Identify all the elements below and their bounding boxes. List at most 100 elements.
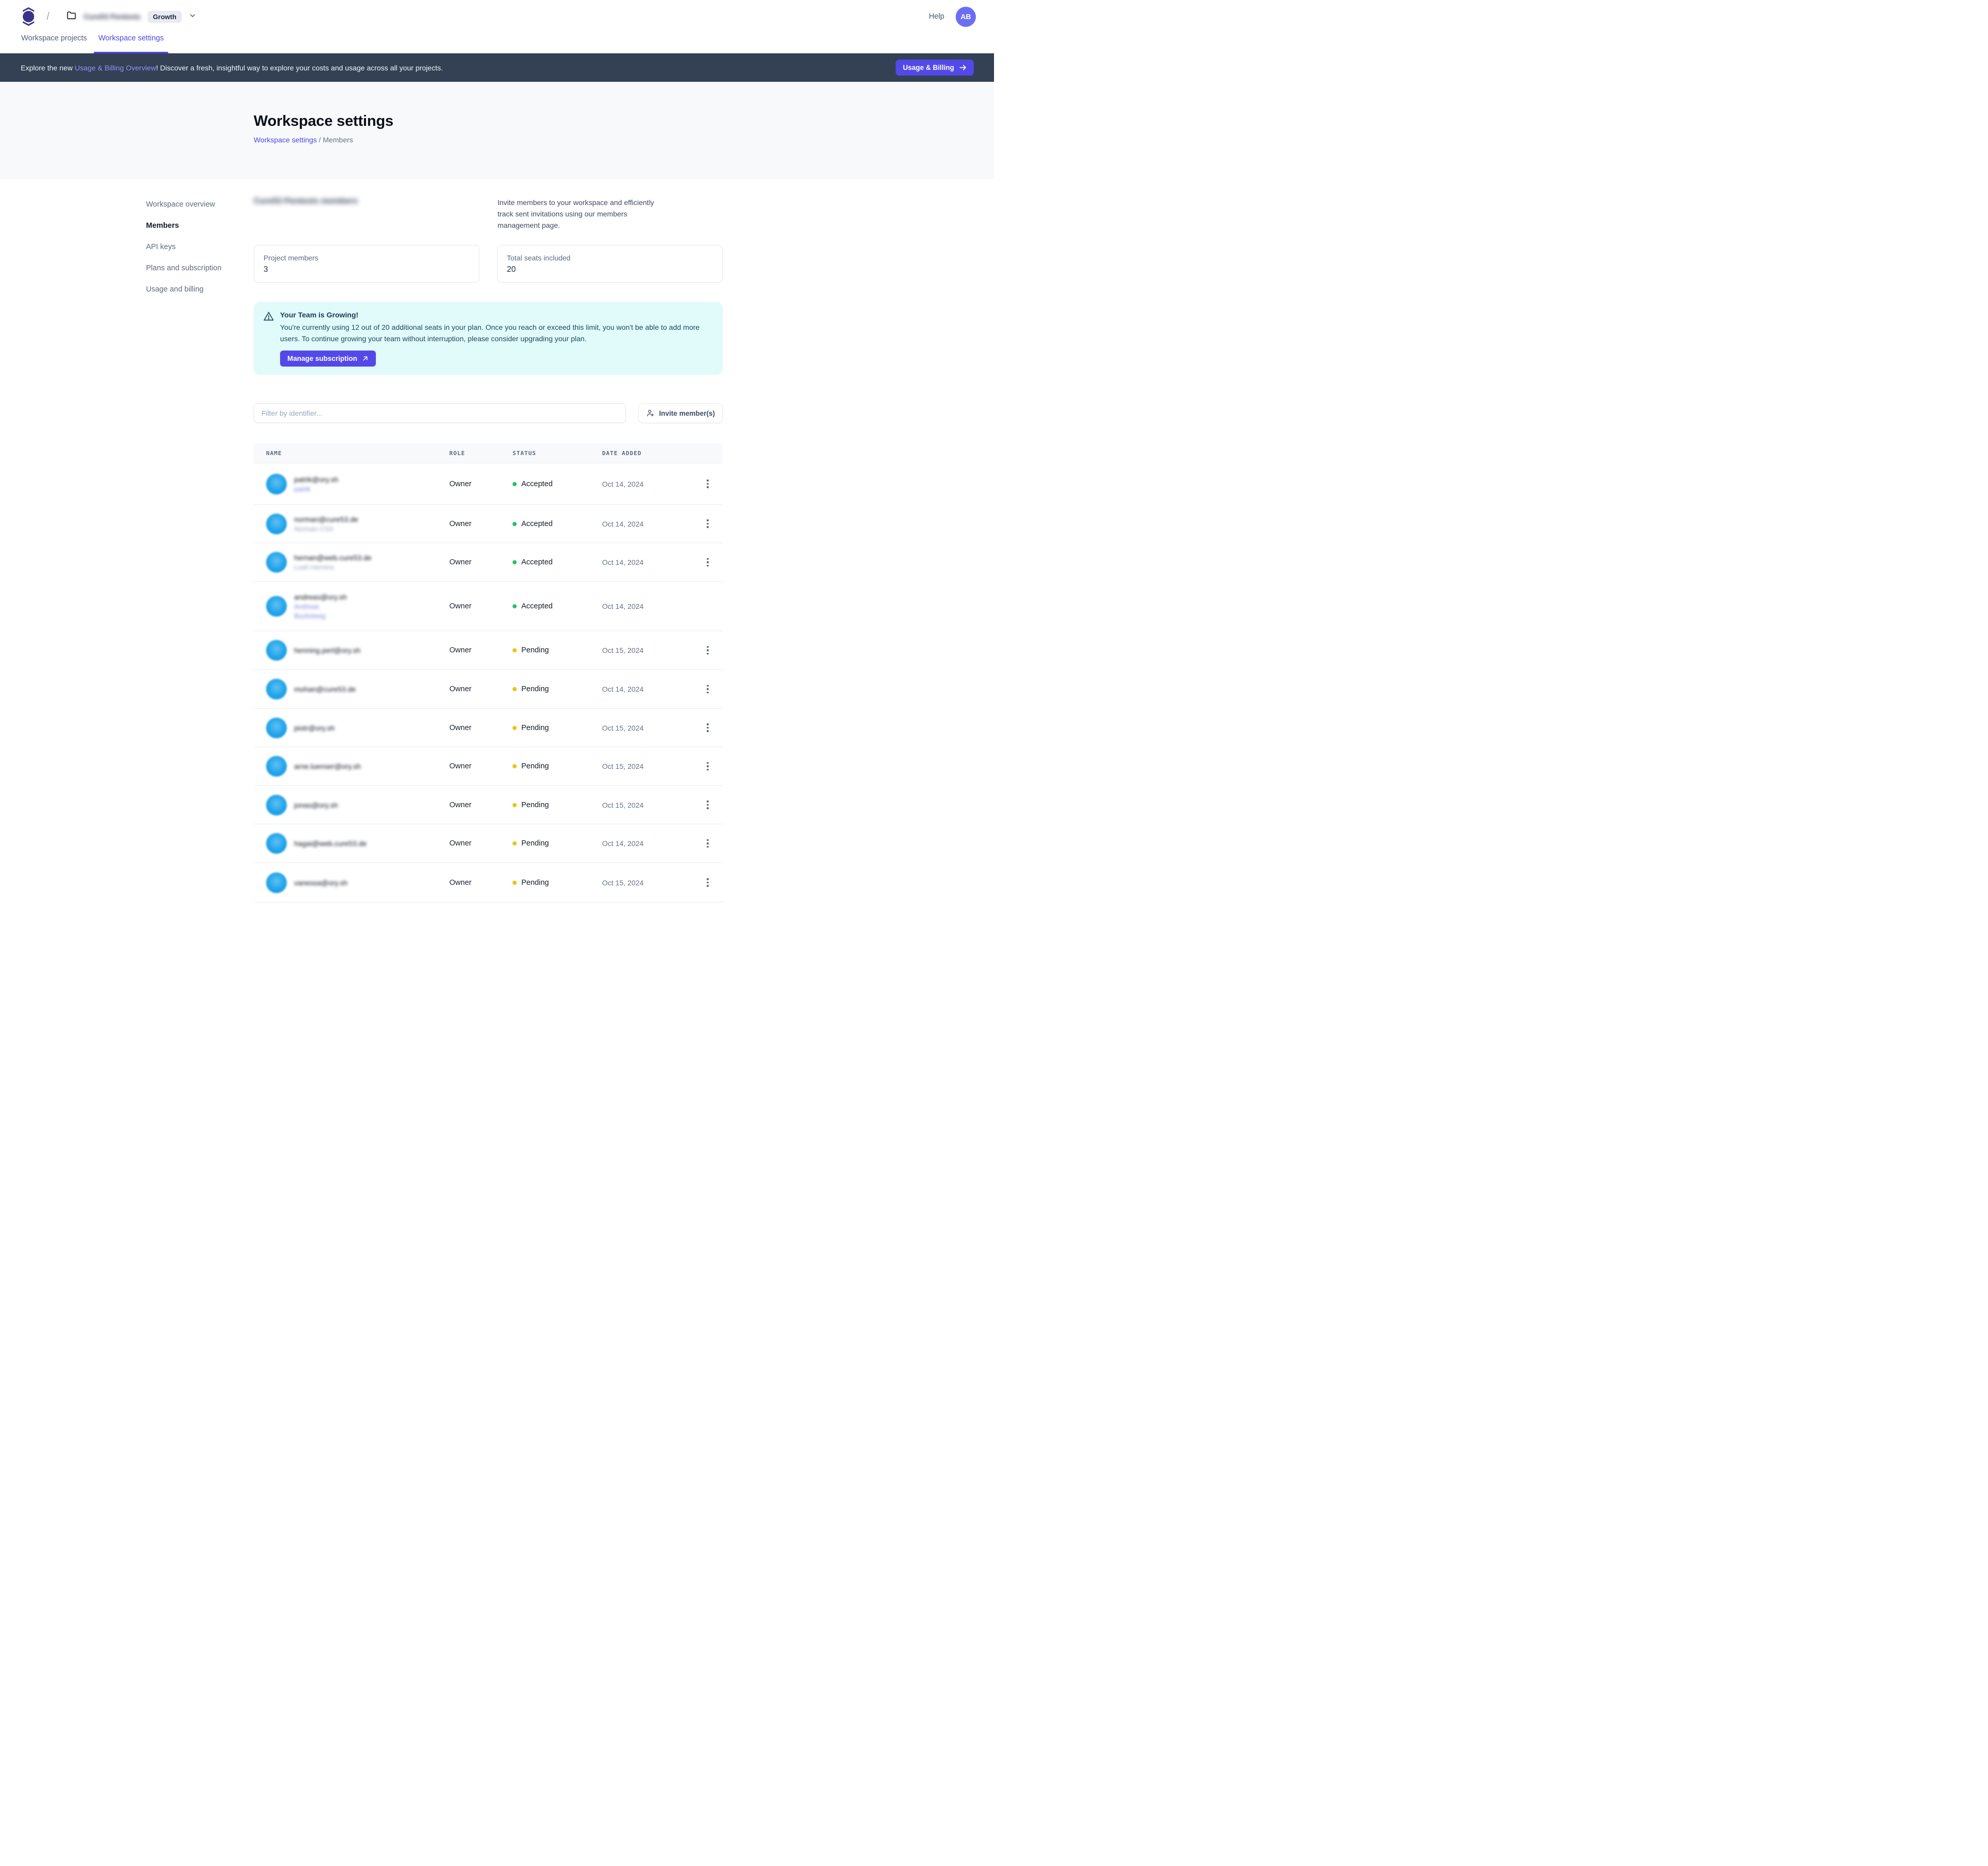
member-date-added: Oct 14, 2024: [602, 685, 644, 693]
breadcrumb: / Cure53 Pentests Growth: [20, 6, 196, 27]
chevron-down-icon[interactable]: [189, 12, 196, 22]
member-avatar: [266, 679, 287, 699]
member-date-added: Oct 15, 2024: [602, 878, 644, 887]
member-email: hagai@web.cure53.de: [294, 839, 367, 848]
banner-link[interactable]: Usage & Billing Overview: [75, 63, 156, 72]
workspace-name[interactable]: Cure53 Pentests: [83, 12, 141, 21]
row-menu-kebab-icon[interactable]: [704, 875, 712, 890]
page-title: Workspace settings: [254, 113, 393, 129]
row-menu-kebab-icon[interactable]: [704, 836, 712, 851]
status-dot-icon: [513, 764, 517, 768]
member-row: hagai@web.cure53.de Owner Pending Oct 14, 2…: [254, 824, 723, 863]
status-dot-icon: [513, 604, 517, 608]
usage-billing-button[interactable]: Usage & Billing: [895, 60, 974, 76]
member-name-cell: andreas@ory.sh Andreas Bucksteeg: [254, 593, 449, 620]
member-row: patrik@ory.sh patrik Owner Accepted Oct 14, …: [254, 463, 723, 505]
warning-icon: [264, 312, 274, 321]
member-row: piotr@ory.sh Owner Pending Oct 15, 2024: [254, 709, 723, 747]
page-header: Workspace settings Workspace settings / …: [0, 82, 994, 179]
invite-members-button[interactable]: Invite member(s): [638, 403, 723, 423]
member-date-added: Oct 14, 2024: [602, 839, 644, 848]
environment-badge[interactable]: Growth: [148, 10, 182, 23]
member-row: hernan@web.cure53.de Luah Herrera Owner Acc…: [254, 543, 723, 582]
row-menu-kebab-icon[interactable]: [704, 643, 712, 658]
tab-workspace-settings[interactable]: Workspace settings: [94, 33, 169, 53]
member-secondary-name: patrik: [294, 485, 311, 493]
member-status: Pending: [513, 879, 602, 887]
team-growing-callout: Your Team is Growing! You're currently u…: [254, 302, 723, 375]
help-link[interactable]: Help: [929, 12, 944, 21]
member-date-added: Oct 15, 2024: [602, 723, 644, 732]
sidebar-item-plans-subscription[interactable]: Plans and subscription: [146, 264, 222, 272]
member-name-cell: norman@cure53.de Norman CS3: [254, 513, 449, 534]
status-dot-icon: [513, 880, 517, 885]
total-seats-card: Total seats included 20: [497, 245, 723, 283]
column-header-role: ROLE: [449, 449, 465, 457]
member-role: Owner: [449, 602, 472, 610]
member-date-added: Oct 14, 2024: [602, 602, 644, 610]
row-menu-kebab-icon[interactable]: [704, 797, 712, 812]
member-row: andreas@ory.sh Andreas Bucksteeg Owner Accep…: [254, 582, 723, 631]
card-label: Project members: [264, 254, 318, 262]
member-status: Pending: [513, 839, 602, 848]
status-dot-icon: [513, 560, 517, 564]
sidebar-item-usage-billing[interactable]: Usage and billing: [146, 285, 204, 294]
member-status: Pending: [513, 646, 602, 654]
member-name-cell: hernan@web.cure53.de Luah Herrera: [254, 552, 449, 573]
members-section-title: Cure53 Pentests members: [254, 197, 358, 206]
status-dot-icon: [513, 521, 517, 526]
folder-icon: [59, 10, 77, 23]
status-dot-icon: [513, 648, 517, 652]
status-dot-icon: [513, 482, 517, 486]
member-email: jonas@ory.sh: [294, 800, 338, 809]
row-menu-kebab-icon[interactable]: [704, 759, 712, 774]
member-stats: Project members 3 Total seats included 2…: [254, 245, 723, 283]
row-menu-kebab-icon[interactable]: [704, 682, 712, 697]
member-date-added: Oct 15, 2024: [602, 800, 644, 809]
ory-logo[interactable]: [20, 6, 37, 27]
sidebar-item-api-keys[interactable]: API keys: [146, 243, 176, 251]
row-menu-kebab-icon[interactable]: [704, 476, 712, 491]
status-dot-icon: [513, 725, 517, 730]
sidebar-item-members[interactable]: Members: [146, 222, 179, 230]
member-status: Accepted: [513, 520, 602, 528]
members-description: Invite members to your workspace and eff…: [498, 198, 654, 229]
status-dot-icon: [513, 803, 517, 807]
breadcrumb-workspace-settings-link[interactable]: Workspace settings: [254, 136, 317, 144]
member-actions-cell: [693, 836, 723, 851]
table-body: patrik@ory.sh patrik Owner Accepted Oct 14, …: [254, 463, 723, 902]
member-secondary-name: Norman CS3: [294, 524, 333, 533]
column-header-date-added: DATE ADDED: [602, 449, 642, 457]
member-row: norman@cure53.de Norman CS3 Owner Accepted O…: [254, 505, 723, 543]
row-menu-kebab-icon[interactable]: [704, 720, 712, 735]
card-label: Total seats included: [507, 254, 571, 262]
manage-subscription-button[interactable]: Manage subscription: [280, 351, 376, 367]
arrow-up-right-icon: [363, 356, 368, 361]
member-row: henning.perl@ory.sh Owner Pending Oct 15, 2…: [254, 631, 723, 670]
row-menu-kebab-icon[interactable]: [704, 516, 712, 531]
member-status: Pending: [513, 685, 602, 693]
row-menu-kebab-icon[interactable]: [704, 555, 712, 570]
status-dot-icon: [513, 841, 517, 845]
sidebar-item-workspace-overview[interactable]: Workspace overview: [146, 200, 215, 209]
member-email: mohan@cure53.de: [294, 685, 356, 693]
member-role: Owner: [449, 723, 472, 732]
settings-sidebar: Workspace overview Members API keys Plan…: [146, 179, 254, 296]
member-date-added: Oct 15, 2024: [602, 762, 644, 770]
user-avatar[interactable]: AB: [956, 6, 976, 27]
member-row: vanessa@ory.sh Owner Pending Oct 15, 2024: [254, 863, 723, 902]
member-name-cell: jonas@ory.sh: [254, 794, 449, 815]
member-name-cell: vanessa@ory.sh: [254, 872, 449, 893]
member-name-cell: mohan@cure53.de: [254, 679, 449, 699]
member-role: Owner: [449, 800, 472, 809]
member-secondary-name: Luah Herrera: [294, 563, 334, 571]
member-actions-cell: [693, 875, 723, 890]
callout-title: Your Team is Growing!: [280, 311, 359, 319]
member-email: norman@cure53.de: [294, 515, 358, 523]
member-role: Owner: [449, 479, 472, 488]
tab-workspace-projects[interactable]: Workspace projects: [21, 34, 87, 42]
filter-input[interactable]: [254, 403, 626, 423]
top-nav: / Cure53 Pentests Growth Help AB: [0, 0, 994, 33]
member-email: vanessa@ory.sh: [294, 878, 348, 887]
member-actions-cell: [693, 797, 723, 812]
